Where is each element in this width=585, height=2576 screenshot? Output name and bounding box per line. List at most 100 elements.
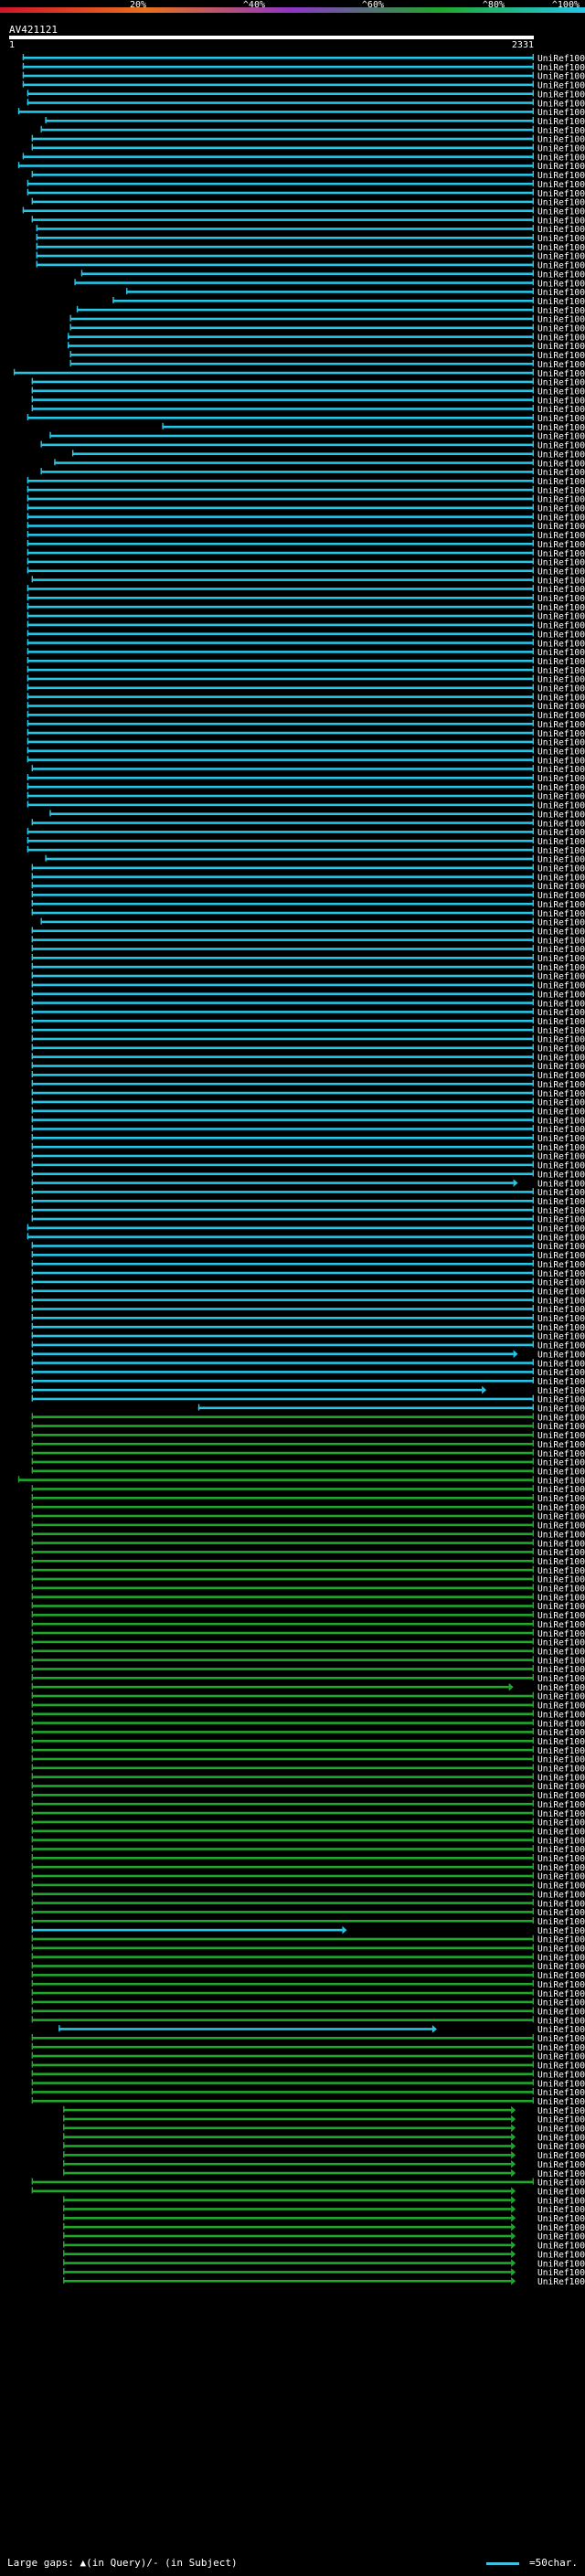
hit-label[interactable]: UniRef100_B9RNC9 [537, 1926, 585, 1936]
hit-label[interactable]: UniRef100_UP1000.. [537, 1512, 585, 1522]
hit-label[interactable]: UniRef100_A7QYT1 [537, 414, 585, 424]
hit-label[interactable]: UniRef100_C5VR16 [537, 333, 585, 343]
hit-label[interactable]: UniRef100_B4EQR6 [537, 2232, 585, 2242]
hit-label[interactable]: UniRef100_B6K469 [537, 927, 585, 937]
hit-label[interactable]: UniRef100_A4GSS0 [537, 1638, 585, 1648]
hit-label[interactable]: UniRef100_A7NSV5 [537, 1521, 585, 1532]
hit-label[interactable]: UniRef100_UP1000.. [537, 756, 585, 766]
hit-label[interactable]: UniRef100_A7T4H5 [537, 1359, 585, 1369]
hit-label[interactable]: UniRef100_B6DE01 [537, 1053, 585, 1063]
hit-label[interactable]: UniRef100_B3RL04 [537, 792, 585, 802]
hit-label[interactable]: UniRef100_Q4KTC5 [537, 1548, 585, 1558]
hit-label[interactable]: UniRef100_C7Q083 [537, 1656, 585, 1666]
hit-label[interactable]: UniRef100_B9S380 [537, 270, 585, 280]
hit-label[interactable]: UniRef100_A1E6H0 [537, 405, 585, 415]
hit-label[interactable]: UniRef100_C5P057 [537, 378, 585, 388]
hit-label[interactable]: UniRef100_P16149 [537, 1405, 585, 1415]
hit-label[interactable]: UniRef100_Q875N2 [537, 1440, 585, 1450]
hit-label[interactable]: UniRef100_B6TVN0 [537, 765, 585, 775]
hit-label[interactable]: UniRef100_B3LQ88 [537, 2007, 585, 2017]
hit-label[interactable]: UniRef100_P54024 [537, 2205, 585, 2215]
hit-label[interactable]: UniRef100_A9TB13 [537, 162, 585, 172]
hit-label[interactable]: UniRef100_C5Y5N7 [537, 342, 585, 352]
hit-label[interactable]: UniRef100_Q6FR56 [537, 1449, 585, 1459]
hit-label[interactable]: UniRef100_Q9BTR7 [537, 747, 585, 757]
hit-label[interactable]: UniRef100_Q2GS47 [537, 261, 585, 271]
hit-label[interactable]: UniRef100_A5B024 [537, 108, 585, 118]
hit-label[interactable]: UniRef100_UP1000.. [537, 1629, 585, 1639]
hit-label[interactable]: UniRef100_B7FLC1 [537, 90, 585, 100]
hit-label[interactable]: UniRef100_B0S5B4 [537, 396, 585, 406]
hit-label[interactable]: UniRef100_UP1000.. [537, 369, 585, 379]
hit-label[interactable]: UniRef100_A9NTC7 [537, 135, 585, 145]
hit-label[interactable]: UniRef100_UP1000.. [537, 486, 585, 496]
hit-label[interactable]: UniRef100_A2DI19 [537, 1882, 585, 1892]
hit-label[interactable]: UniRef100_B4J9C2 [537, 1215, 585, 1225]
hit-label[interactable]: UniRef100_A6EGB0 [537, 1350, 585, 1360]
hit-label[interactable]: UniRef100_A7TEB4 [537, 702, 585, 712]
hit-label[interactable]: UniRef100_C0H7Q4 [537, 621, 585, 631]
hit-label[interactable]: UniRef100_Q0C3B2 [537, 387, 585, 397]
hit-label[interactable]: UniRef100_UP1000.. [537, 972, 585, 982]
hit-label[interactable]: UniRef100_UP1000.. [537, 1035, 585, 1045]
hit-label[interactable]: UniRef100_UP1000.. [537, 1692, 585, 1702]
hit-label[interactable]: UniRef100_C3YE92 [537, 2178, 585, 2189]
hit-label[interactable]: UniRef100_Q55Y31 [537, 1332, 585, 1342]
hit-label[interactable]: UniRef100_Q576B4 [537, 1368, 585, 1378]
hit-label[interactable]: UniRef100_A8P1D4 [537, 1152, 585, 1162]
hit-label[interactable]: UniRef100_P46293 [537, 225, 585, 235]
hit-label[interactable]: UniRef100_Q5DAT2 [537, 1953, 585, 1963]
hit-label[interactable]: UniRef100_Q0UUJ0 [537, 477, 585, 487]
hit-label[interactable]: UniRef100_B7PPK3 [537, 1296, 585, 1306]
hit-label[interactable]: UniRef100_B5A7F4 [537, 1206, 585, 1216]
hit-label[interactable]: UniRef100_A9HSU7 [537, 864, 585, 875]
hit-label[interactable]: UniRef100_A7TL59 [537, 1125, 585, 1135]
hit-label[interactable]: UniRef100_A9NP47 [537, 144, 585, 154]
hit-label[interactable]: UniRef100_P40213 [537, 1431, 585, 1441]
hit-label[interactable]: UniRef100_B6YSD6 [537, 2160, 585, 2170]
hit-label[interactable]: UniRef100_Q7ZFJ3 [537, 1557, 585, 1567]
hit-label[interactable]: UniRef100_Q0UG15 [537, 1161, 585, 1171]
hit-label[interactable]: UniRef100_B3CS81 [537, 1566, 585, 1576]
hit-label[interactable]: UniRef100_C1E0M4 [537, 1386, 585, 1396]
hit-label[interactable]: UniRef100_A1C6F2 [537, 1765, 585, 1775]
hit-label[interactable]: UniRef100_UP1000.. [537, 495, 585, 505]
hit-label[interactable]: UniRef100_Q01BM7 [537, 1422, 585, 1432]
hit-label[interactable]: UniRef100_UP1000.. [537, 711, 585, 721]
hit-label[interactable]: UniRef100_Q9VSD7 [537, 2115, 585, 2125]
hit-label[interactable]: UniRef100_C1BL08 [537, 720, 585, 730]
hit-label[interactable]: UniRef100_B8N8L4 [537, 1251, 585, 1261]
hit-label[interactable]: UniRef100_Q6R71 [537, 423, 585, 433]
hit-label[interactable]: UniRef100_A1ZDV0 [537, 2043, 585, 2053]
hit-label[interactable]: UniRef100_C0SSK5 [537, 288, 585, 298]
hit-label[interactable]: UniRef100_A6UDP6 [537, 666, 585, 676]
hit-label[interactable]: UniRef100_Q5CJH5 [537, 1017, 585, 1027]
hit-label[interactable]: UniRef100_C4R5P7 [537, 1782, 585, 1792]
hit-label[interactable]: UniRef100_A7RQ30 [537, 1836, 585, 1846]
hit-label[interactable]: UniRef100_Q9M5L1 [537, 117, 585, 127]
hit-label[interactable]: UniRef100_A0CS91 [537, 1899, 585, 1909]
hit-label[interactable]: UniRef100_C5W2C9 [537, 594, 585, 604]
hit-label[interactable]: UniRef100_Q876F6 [537, 1647, 585, 1657]
hit-label[interactable]: UniRef100_Q875Q3 [537, 1395, 585, 1405]
hit-label[interactable]: UniRef100_A9P9A0 [537, 171, 585, 181]
hit-label[interactable]: UniRef100_Q815P2 [537, 1188, 585, 1198]
hit-label[interactable]: UniRef100_A7NT35 [537, 2052, 585, 2062]
hit-label[interactable]: UniRef100_Q4K237 [537, 1071, 585, 1081]
hit-label[interactable]: UniRef100_Q290H8 [537, 1098, 585, 1108]
hit-label[interactable]: UniRef100_Q2HEC3 [537, 1575, 585, 1585]
hit-label[interactable]: UniRef100_B2W914 [537, 1674, 585, 1684]
hit-label[interactable]: UniRef100_B3RED5 [537, 1170, 585, 1180]
hit-label[interactable]: UniRef100_Q6ZEU5 [537, 1737, 585, 1747]
hit-label[interactable]: UniRef100_B8BZD7 [537, 1467, 585, 1477]
hit-label[interactable]: UniRef100_Q8T3F1 [537, 639, 585, 649]
hit-label[interactable]: UniRef100_A0DPS8 [537, 1890, 585, 1900]
hit-label[interactable]: UniRef100_UP1000.. [537, 1620, 585, 1630]
hit-label[interactable]: UniRef100_C0U023 [537, 909, 585, 919]
hit-label[interactable]: UniRef100_C5FBX7 [537, 810, 585, 820]
hit-label[interactable]: UniRef100_A8E040 [537, 774, 585, 784]
hit-label[interactable]: UniRef100_A1B0B2 [537, 1719, 585, 1729]
hit-label[interactable]: UniRef100_UP1000.. [537, 531, 585, 541]
hit-label[interactable]: UniRef100_A8UFV9 [537, 2242, 585, 2252]
hit-label[interactable]: UniRef100_Q644N3 [537, 513, 585, 523]
